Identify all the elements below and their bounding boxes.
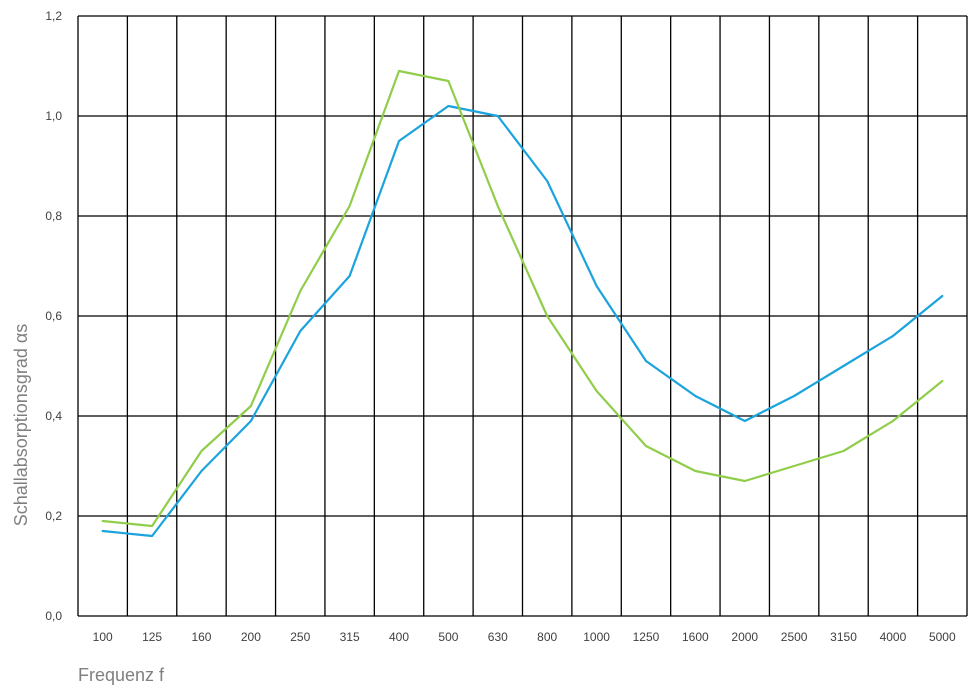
x-tick-label: 2500 <box>781 630 808 644</box>
y-tick-labels: 0,0 0,2 0,4 0,6 0,8 1,0 1,2 <box>45 9 62 623</box>
x-axis-title: Frequenz f <box>78 665 165 685</box>
x-tick-label: 100 <box>93 630 113 644</box>
x-tick-label: 200 <box>241 630 261 644</box>
x-tick-label: 125 <box>142 630 162 644</box>
y-tick-label: 0,0 <box>45 609 62 623</box>
x-tick-label: 1250 <box>633 630 660 644</box>
series-line-1 <box>101 104 944 538</box>
x-tick-labels: 100 125 160 200 250 315 400 500 630 800 1000 1250 16… <box>93 630 956 644</box>
x-tick-label: 4000 <box>880 630 907 644</box>
y-tick-label: 0,6 <box>45 309 62 323</box>
x-tick-label: 630 <box>488 630 508 644</box>
series-line-2 <box>101 69 944 528</box>
x-tick-label: 1600 <box>682 630 709 644</box>
x-tick-label: 800 <box>537 630 557 644</box>
x-tick-label: 3150 <box>830 630 857 644</box>
x-tick-label: 2000 <box>731 630 758 644</box>
y-tick-label: 1,0 <box>45 109 62 123</box>
y-tick-label: 0,4 <box>45 409 62 423</box>
x-tick-label: 400 <box>389 630 409 644</box>
grid <box>77 15 968 617</box>
x-tick-label: 500 <box>438 630 458 644</box>
y-tick-label: 1,2 <box>45 9 62 23</box>
x-tick-label: 160 <box>191 630 211 644</box>
series-lines <box>101 69 944 538</box>
x-tick-label: 5000 <box>929 630 956 644</box>
y-tick-label: 0,8 <box>45 209 62 223</box>
y-tick-label: 0,2 <box>45 509 62 523</box>
y-axis-title: Schallabsorptionsgrad αs <box>11 324 31 527</box>
x-tick-label: 315 <box>340 630 360 644</box>
x-tick-label: 1000 <box>583 630 610 644</box>
x-tick-label: 250 <box>290 630 310 644</box>
